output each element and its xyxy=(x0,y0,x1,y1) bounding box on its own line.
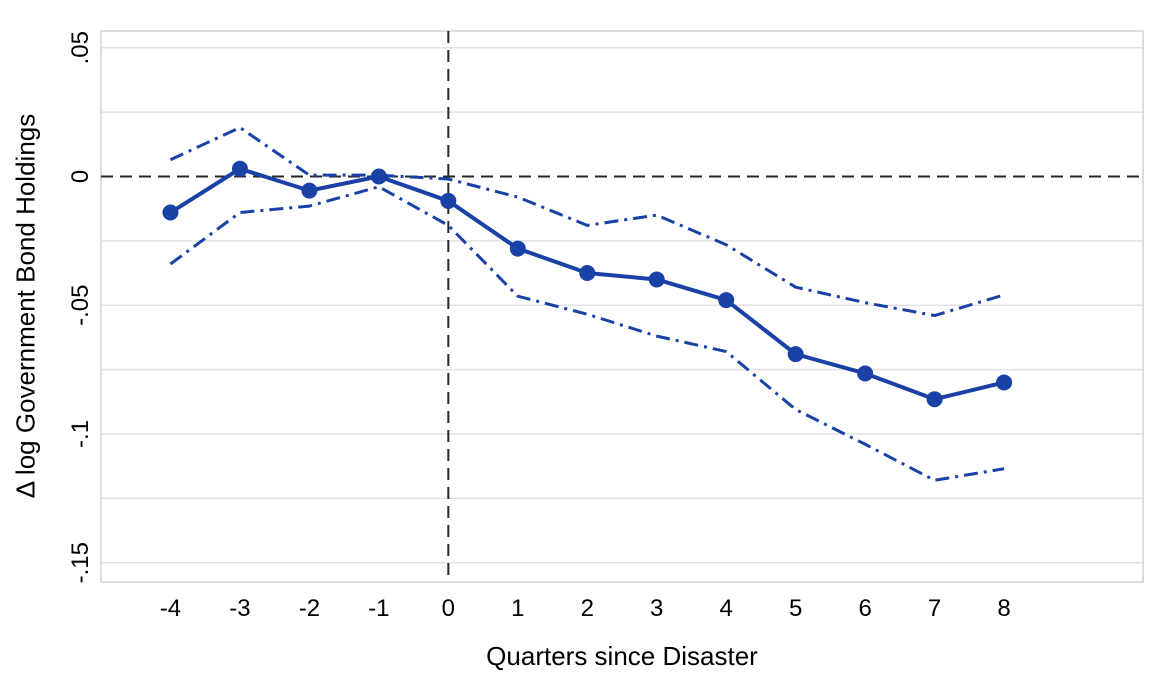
data-point-marker xyxy=(857,365,874,382)
plot-border xyxy=(100,30,1144,583)
x-tick-label: 0 xyxy=(442,595,455,622)
data-point-marker xyxy=(718,292,735,309)
data-point-marker xyxy=(926,391,943,408)
data-point-marker xyxy=(579,265,596,282)
ci-upper-line xyxy=(169,126,1005,318)
point-estimate-line xyxy=(169,166,1005,402)
ci-lower-line xyxy=(169,185,1005,482)
y-tick-label: -.05 xyxy=(67,285,94,326)
data-point-marker xyxy=(787,346,804,363)
x-tick-label: -3 xyxy=(229,595,250,622)
x-tick-label: 8 xyxy=(997,595,1010,622)
x-tick-label: 7 xyxy=(928,595,941,622)
data-point-marker xyxy=(301,182,318,199)
x-tick-label: 2 xyxy=(581,595,594,622)
data-point-marker xyxy=(231,160,248,177)
x-tick-label: 6 xyxy=(858,595,871,622)
data-point-marker xyxy=(370,168,387,185)
x-tick-label: -1 xyxy=(368,595,389,622)
x-tick-label: -4 xyxy=(160,595,181,622)
x-tick-label: 1 xyxy=(511,595,524,622)
y-tick-label: .05 xyxy=(67,31,94,64)
data-point-marker xyxy=(996,374,1013,391)
x-axis-title: Quarters since Disaster xyxy=(486,641,758,671)
x-tick-label: 3 xyxy=(650,595,663,622)
y-tick-label: -.15 xyxy=(67,542,94,583)
x-tick-label: 5 xyxy=(789,595,802,622)
data-point-marker xyxy=(648,271,665,288)
y-axis-title: Δ log Government Bond Holdings xyxy=(10,113,41,499)
x-tick-label: -2 xyxy=(299,595,320,622)
data-point-marker xyxy=(440,192,457,209)
data-point-marker xyxy=(509,240,526,257)
y-tick-label: 0 xyxy=(67,170,94,183)
data-point-marker xyxy=(162,204,179,221)
x-tick-label: 4 xyxy=(720,595,733,622)
y-tick-label: -.1 xyxy=(67,420,94,448)
